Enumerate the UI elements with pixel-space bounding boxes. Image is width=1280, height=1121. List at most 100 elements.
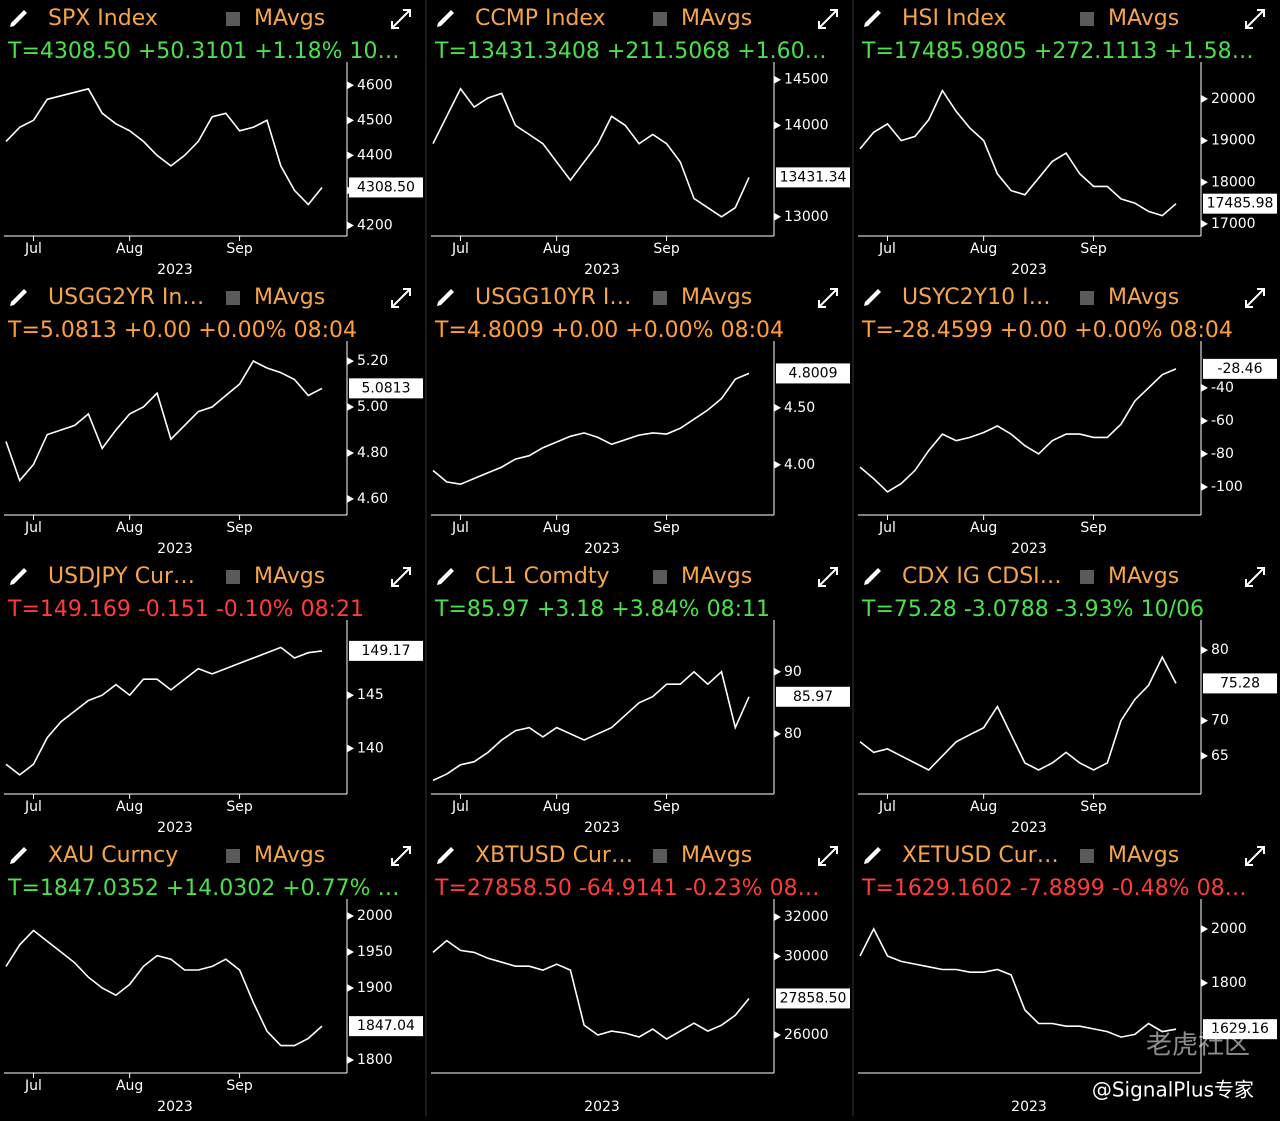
y-tick-label: 4600 xyxy=(357,77,393,93)
y-tick-label: 30000 xyxy=(784,948,829,964)
last-price-tag xyxy=(776,686,850,707)
x-tick-label: Jul xyxy=(24,241,42,257)
mavgs-checkbox[interactable] xyxy=(226,570,240,584)
x-axis-label: 2023 xyxy=(1011,1099,1047,1115)
price-line xyxy=(859,368,1177,493)
y-tick-label: -40 xyxy=(1211,380,1234,396)
x-tick-label: Aug xyxy=(970,241,997,257)
mavgs-checkbox[interactable] xyxy=(1080,849,1094,863)
price-line xyxy=(859,655,1177,771)
expand-icon[interactable] xyxy=(391,288,411,308)
y-tick xyxy=(1201,136,1208,145)
expand-icon[interactable] xyxy=(1245,288,1265,308)
expand-icon[interactable] xyxy=(1245,567,1265,587)
y-tick xyxy=(1201,979,1208,987)
last-price-label: 75.28 xyxy=(1220,675,1260,691)
price-line xyxy=(859,88,1177,217)
ticker: USYC2Y10 I… xyxy=(902,285,1051,310)
x-tick-label: Aug xyxy=(543,241,570,257)
last-price-tag xyxy=(1203,673,1277,694)
quote: T=4.8009 +0.00 +0.00% 08:04 xyxy=(434,318,784,343)
x-tick-label: Aug xyxy=(116,241,143,257)
mavgs-checkbox[interactable] xyxy=(226,12,240,26)
y-tick xyxy=(774,75,781,84)
y-tick xyxy=(1201,219,1208,228)
expand-icon[interactable] xyxy=(818,846,838,866)
y-tick xyxy=(1201,416,1208,425)
x-tick-label: Jul xyxy=(24,520,42,536)
x-tick-label: Jul xyxy=(451,520,469,536)
x-tick-label: Jul xyxy=(878,799,896,815)
y-tick-label: 2000 xyxy=(357,908,393,924)
ticker: CL1 Comdty xyxy=(475,564,609,589)
edit-icon[interactable] xyxy=(10,847,27,864)
y-tick-label: 4.50 xyxy=(784,400,815,416)
y-tick xyxy=(347,947,354,956)
expand-icon[interactable] xyxy=(391,567,411,587)
edit-icon[interactable] xyxy=(864,568,881,585)
x-tick-label: Jul xyxy=(451,241,469,257)
price-line xyxy=(5,646,323,776)
y-tick-label: 5.20 xyxy=(357,353,388,369)
y-tick xyxy=(1201,482,1208,491)
mavgs-checkbox[interactable] xyxy=(226,849,240,863)
y-tick-label: 4500 xyxy=(357,112,393,128)
y-tick-label: 80 xyxy=(1211,642,1229,658)
expand-icon[interactable] xyxy=(391,9,411,29)
last-price-tag xyxy=(1203,358,1277,379)
x-tick-label: Sep xyxy=(226,799,253,815)
x-tick-label: Sep xyxy=(226,1078,253,1094)
last-price-tag xyxy=(349,640,423,661)
y-tick xyxy=(774,912,781,921)
last-price-label: 85.97 xyxy=(793,689,833,705)
x-tick-label: Sep xyxy=(653,799,680,815)
mavgs-checkbox[interactable] xyxy=(653,849,667,863)
mavgs-checkbox[interactable] xyxy=(653,291,667,305)
edit-icon[interactable] xyxy=(437,10,454,27)
y-tick-label: 65 xyxy=(1211,748,1229,764)
mavgs-checkbox[interactable] xyxy=(1080,12,1094,26)
mavgs-label: MAvgs xyxy=(681,6,752,31)
price-line xyxy=(432,87,750,218)
y-tick-label: 13000 xyxy=(784,209,829,225)
quote: T=13431.3408 +211.5068 +1.60… xyxy=(434,39,827,64)
y-tick-label: 1800 xyxy=(1211,975,1247,991)
y-tick-label: -100 xyxy=(1211,479,1243,495)
expand-icon[interactable] xyxy=(818,9,838,29)
x-tick-label: Aug xyxy=(543,799,570,815)
edit-icon[interactable] xyxy=(864,10,881,27)
mavgs-label: MAvgs xyxy=(681,843,752,868)
edit-icon[interactable] xyxy=(10,289,27,306)
y-tick xyxy=(774,1031,781,1040)
expand-icon[interactable] xyxy=(1245,846,1265,866)
expand-icon[interactable] xyxy=(391,846,411,866)
edit-icon[interactable] xyxy=(10,568,27,585)
x-axis-label: 2023 xyxy=(584,1099,620,1115)
price-line xyxy=(5,929,323,1047)
mavgs-checkbox[interactable] xyxy=(226,291,240,305)
y-tick xyxy=(1201,646,1208,655)
y-tick-label: 2000 xyxy=(1211,921,1247,937)
expand-icon[interactable] xyxy=(818,288,838,308)
mavgs-label: MAvgs xyxy=(1108,285,1179,310)
x-tick-label: Sep xyxy=(653,241,680,257)
expand-icon[interactable] xyxy=(1245,9,1265,29)
mavgs-checkbox[interactable] xyxy=(653,12,667,26)
ticker: SPX Index xyxy=(48,6,158,31)
edit-icon[interactable] xyxy=(437,289,454,306)
edit-icon[interactable] xyxy=(864,847,881,864)
y-tick-label: 14000 xyxy=(784,117,829,133)
edit-icon[interactable] xyxy=(437,568,454,585)
edit-icon[interactable] xyxy=(10,10,27,27)
edit-icon[interactable] xyxy=(437,847,454,864)
mavgs-checkbox[interactable] xyxy=(653,570,667,584)
edit-icon[interactable] xyxy=(864,289,881,306)
x-axis-label: 2023 xyxy=(1011,262,1047,278)
last-price-label: 13431.34 xyxy=(780,169,847,185)
mavgs-checkbox[interactable] xyxy=(1080,291,1094,305)
mavgs-checkbox[interactable] xyxy=(1080,570,1094,584)
last-price-tag xyxy=(349,177,423,198)
expand-icon[interactable] xyxy=(818,567,838,587)
ticker: USGG2YR In… xyxy=(48,285,204,310)
x-tick-label: Sep xyxy=(1080,241,1107,257)
